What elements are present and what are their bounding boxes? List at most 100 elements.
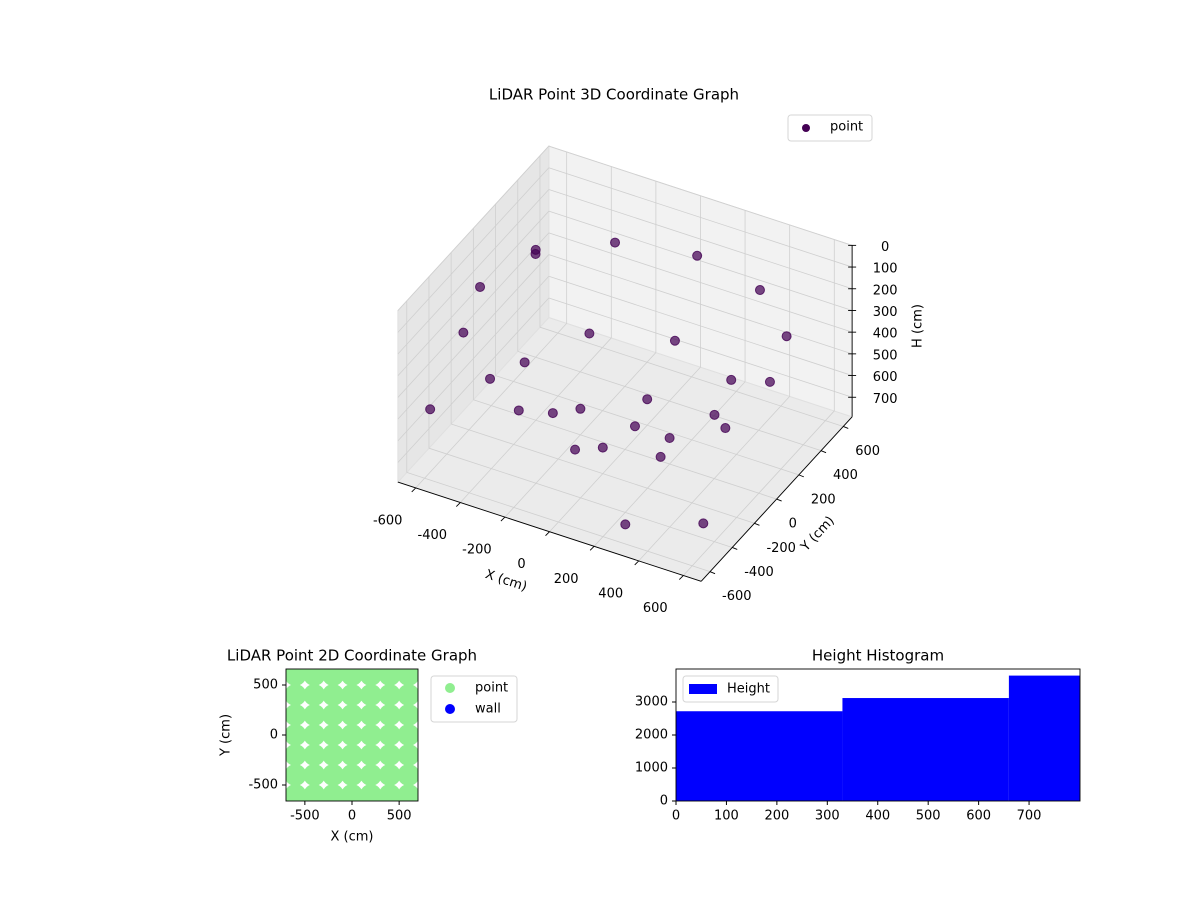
bar <box>842 698 1009 801</box>
point <box>620 519 631 530</box>
point <box>709 409 720 420</box>
point <box>764 376 775 387</box>
point <box>303 684 326 706</box>
tick-mark <box>589 545 595 551</box>
point <box>303 784 326 801</box>
grid-line <box>548 145 853 246</box>
x-tick-label: -600 <box>373 513 403 528</box>
legend-label: point <box>475 681 508 696</box>
point <box>303 669 326 686</box>
x-tick-label: 0 <box>672 809 680 824</box>
axes-histogram: Height Histogram 0 100 200 300 400 500 600 700 0 1… <box>635 647 1081 824</box>
x-tick-label: 200 <box>764 809 789 824</box>
point <box>286 704 307 726</box>
point <box>359 704 382 726</box>
grid-line <box>397 145 550 311</box>
tick-mark <box>820 450 827 454</box>
point <box>570 444 581 455</box>
point <box>397 784 418 801</box>
axes-3d: LiDAR Point 3D Coordinate Graph-600-400-… <box>373 86 926 617</box>
point <box>286 744 307 766</box>
y-tick-label: -500 <box>248 778 278 793</box>
point <box>530 244 541 255</box>
y-tick-label: 1000 <box>635 761 668 776</box>
grid-line <box>397 254 550 420</box>
z-tick-label: 600 <box>873 370 898 385</box>
x-tick-label: 500 <box>387 809 412 824</box>
x-tick-label: 700 <box>1017 809 1042 824</box>
y-tick-label: 200 <box>811 492 836 507</box>
point <box>341 744 363 766</box>
point <box>359 669 382 686</box>
grid-line <box>397 297 550 463</box>
point <box>341 724 363 746</box>
legend-label: wall <box>475 702 501 717</box>
point <box>286 684 307 706</box>
tick-mark <box>545 531 550 537</box>
chart-title: LiDAR Point 2D Coordinate Graph <box>227 647 477 665</box>
y-axis-label: Y (cm) <box>219 714 234 757</box>
legend: point <box>787 114 873 142</box>
legend-marker <box>445 683 455 693</box>
point <box>286 669 307 686</box>
x-tick-label: -500 <box>290 809 320 824</box>
y-axis-line <box>700 416 853 582</box>
legend-box <box>682 675 779 703</box>
x-tick-label: 500 <box>916 809 941 824</box>
grid-line <box>397 210 550 377</box>
x-tick-label: 600 <box>966 809 991 824</box>
grid-line <box>451 423 755 524</box>
axes-2d: LiDAR Point 2D Coordinate Graph -500 0 500 -… <box>219 647 518 845</box>
point <box>575 403 586 414</box>
point <box>720 423 731 434</box>
point <box>341 684 363 706</box>
legend-patch <box>689 684 717 694</box>
z-tick-label: 100 <box>873 262 898 277</box>
point <box>781 331 792 342</box>
point <box>664 432 675 443</box>
point <box>286 724 307 746</box>
grid-line <box>495 375 799 476</box>
grid-line <box>397 189 550 355</box>
point <box>519 357 530 368</box>
tick-mark <box>411 487 417 493</box>
grid-line <box>397 167 550 333</box>
point <box>397 669 418 686</box>
bar <box>1008 675 1080 801</box>
point <box>303 704 326 726</box>
y-tick-label: -600 <box>722 589 752 604</box>
point <box>378 704 401 726</box>
point <box>378 669 401 686</box>
point <box>597 442 608 453</box>
grid-line <box>517 351 822 452</box>
tick-mark <box>709 571 716 575</box>
point <box>359 724 382 746</box>
grid-line <box>548 232 853 333</box>
x-tick-label: 100 <box>714 809 739 824</box>
z-tick-label: 200 <box>873 283 898 298</box>
legend-marker <box>802 124 810 132</box>
x-tick-label: -400 <box>418 528 448 543</box>
point <box>475 281 486 292</box>
x-tick-label: 300 <box>815 809 840 824</box>
point <box>359 764 382 786</box>
plot-area <box>286 669 418 801</box>
tick-mark <box>456 502 461 507</box>
point <box>378 784 401 801</box>
y-tick-label: 2000 <box>635 728 668 743</box>
plot-area <box>676 675 1080 801</box>
point <box>322 724 345 746</box>
point <box>547 408 558 419</box>
y-axis-label: Y (cm) <box>798 514 838 556</box>
grid-line <box>548 189 853 290</box>
y-tick-label: 500 <box>253 678 278 693</box>
point <box>397 744 418 766</box>
z-tick-label: 400 <box>873 327 898 342</box>
tick-mark <box>754 522 760 526</box>
point <box>341 669 363 686</box>
point <box>322 764 345 786</box>
tick-mark <box>776 498 782 502</box>
grid-line <box>548 210 853 311</box>
legend-marker <box>445 704 455 714</box>
